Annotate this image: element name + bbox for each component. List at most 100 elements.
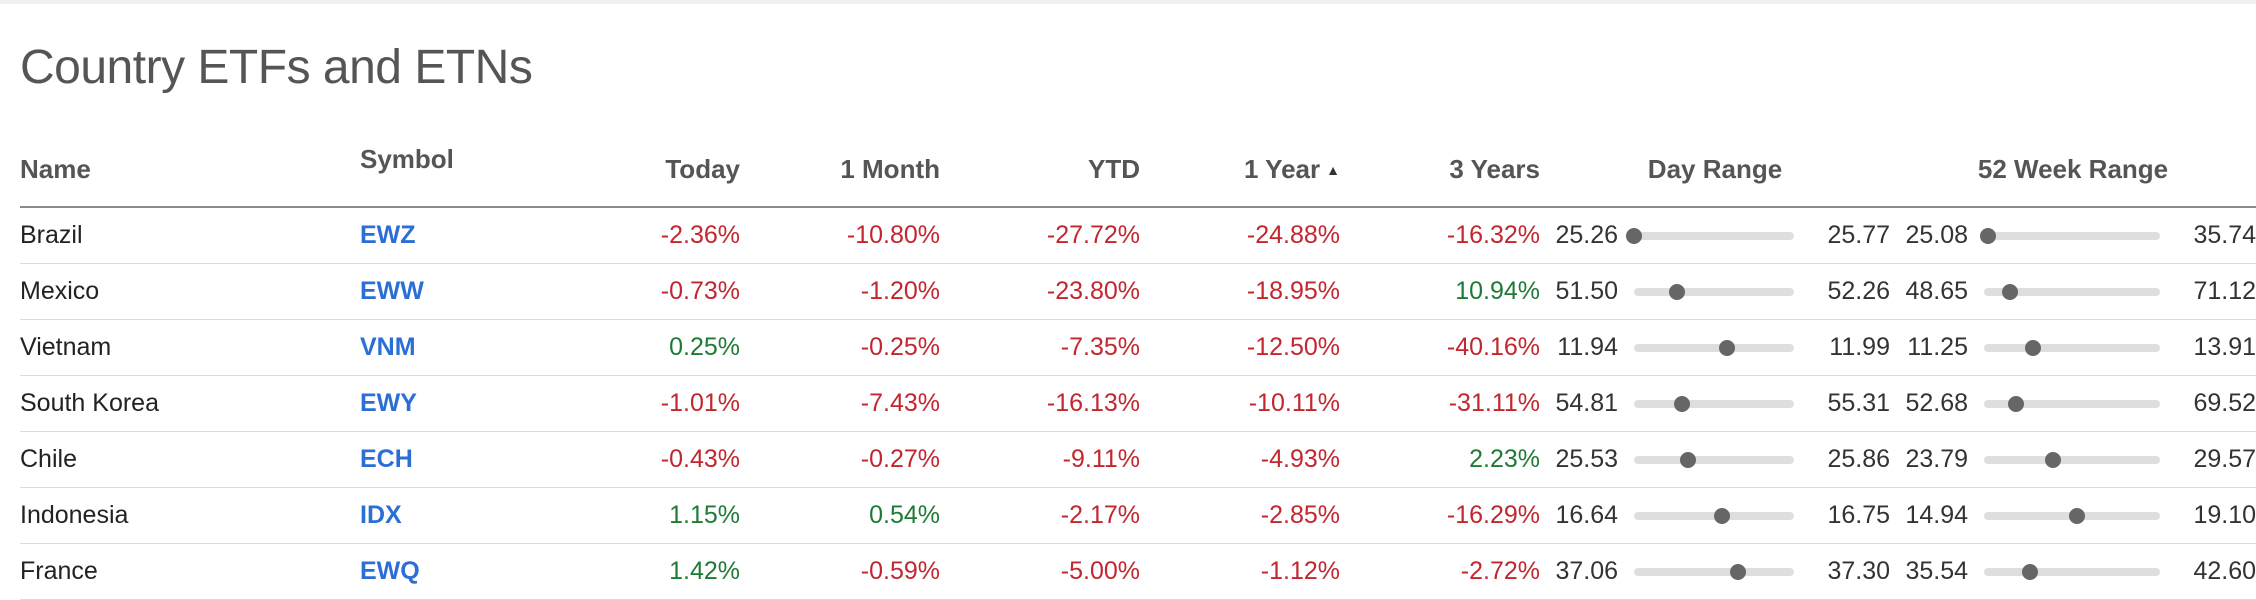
day-range-high: 52.26 [1827,277,1890,305]
table-header-row: Name Symbol Today 1 Month YTD 1 Year ▲ 3 … [20,132,2256,208]
day-range-marker [1714,507,1730,524]
week52-range-marker [2007,395,2024,412]
column-header-today[interactable]: Today [490,132,740,208]
symbol-link[interactable]: EWQ [360,557,420,585]
symbol-link[interactable]: ECH [360,445,413,473]
year-change: -1.12% [1140,543,1340,600]
week52-range-marker [1979,227,1996,244]
month-change: 0.54% [740,487,940,544]
week52-range-low: 52.68 [1905,389,1968,417]
table-row[interactable]: Brazil EWZ -2.36% -10.80% -27.72% -24.88% -16.… [20,207,2256,264]
day-range-marker [1718,339,1735,356]
symbol-cell: VNM [360,319,490,376]
day-range-cell: 11.94 11.99 [1540,319,1890,376]
symbol-link[interactable]: EWZ [360,221,416,249]
year-change: -10.11% [1140,375,1340,432]
day-range-cell: 54.81 55.31 [1540,375,1890,432]
table-row[interactable]: Chile ECH -0.43% -0.27% -9.11% -4.93% 2.23% 25.… [20,431,2256,488]
day-range-high: 25.77 [1827,221,1890,249]
symbol-cell: EWZ [360,207,490,264]
column-header-name[interactable]: Name [20,132,360,208]
sort-ascending-icon: ▲ [1326,161,1340,178]
year-change: -4.93% [1140,431,1340,488]
column-header-52-week-range[interactable]: 52 Week Range [1890,132,2256,208]
symbol-cell: EWQ [360,543,490,600]
ytd-change: -23.80% [940,263,1140,320]
table-row[interactable]: France EWQ 1.42% -0.59% -5.00% -1.12% -2.72% 37… [20,543,2256,600]
symbol-cell: IDX [360,487,490,544]
week52-range-cell: 23.79 29.57 [1890,431,2256,488]
week52-range-cell: 11.25 13.91 [1890,319,2256,376]
column-header-ytd[interactable]: YTD [940,132,1140,208]
country-name: Brazil [20,207,360,264]
week52-range-cell: 35.54 42.60 [1890,543,2256,600]
table-row[interactable]: Mexico EWW -0.73% -1.20% -23.80% -18.95% 10.94… [20,263,2256,320]
symbol-link[interactable]: EWW [360,277,424,305]
week52-range-marker [2044,451,2061,468]
day-range-low: 54.81 [1555,389,1618,417]
today-change: 0.25% [490,319,740,376]
week52-range-low: 25.08 [1905,221,1968,249]
week52-range-marker [2002,283,2019,300]
table-row[interactable]: Vietnam VNM 0.25% -0.25% -7.35% -12.50% -40.16… [20,319,2256,376]
symbol-cell: EWY [360,375,490,432]
week52-range-track [1984,507,2160,524]
week52-range-cell: 14.94 19.10 [1890,487,2256,544]
week52-range-low: 14.94 [1905,501,1968,529]
day-range-high: 37.30 [1827,557,1890,585]
today-change: -2.36% [490,207,740,264]
year-change: -18.95% [1140,263,1340,320]
day-range-cell: 25.53 25.86 [1540,431,1890,488]
day-range-marker [1730,563,1746,580]
month-change: -10.80% [740,207,940,264]
symbol-link[interactable]: IDX [360,501,402,529]
day-range-low: 11.94 [1557,333,1618,361]
ytd-change: -9.11% [940,431,1140,488]
day-range-low: 37.06 [1555,557,1618,585]
column-header-3-years[interactable]: 3 Years [1340,132,1540,208]
page-title: Country ETFs and ETNs [20,41,533,94]
day-range-track [1634,283,1794,300]
today-change: 1.15% [490,487,740,544]
day-range-high: 16.75 [1827,501,1890,529]
day-range-marker [1680,451,1697,468]
day-range-high: 55.31 [1827,389,1890,417]
table-row[interactable]: South Korea EWY -1.01% -7.43% -16.13% -10.11%… [20,375,2256,432]
week52-range-low: 48.65 [1905,277,1968,305]
table-row[interactable]: Indonesia IDX 1.15% 0.54% -2.17% -2.85% -16.29… [20,487,2256,544]
week52-range-high: 13.91 [2193,333,2256,361]
week52-range-marker [2025,339,2042,356]
day-range-cell: 16.64 16.75 [1540,487,1890,544]
day-range-cell: 51.50 52.26 [1540,263,1890,320]
symbol-link[interactable]: VNM [360,333,416,361]
week52-range-high: 29.57 [2193,445,2256,473]
week52-range-track [1984,283,2160,300]
week52-range-track [1979,227,2160,244]
column-header-day-range[interactable]: Day Range [1540,132,1890,208]
ytd-change: -16.13% [940,375,1140,432]
week52-range-marker [2021,563,2038,580]
today-change: 1.42% [490,543,740,600]
day-range-track [1634,395,1794,412]
week52-range-track [1984,395,2160,412]
country-name: Indonesia [20,487,360,544]
today-change: -0.43% [490,431,740,488]
day-range-track [1634,507,1794,524]
column-header-1-month[interactable]: 1 Month [740,132,940,208]
three-year-change: -31.11% [1340,375,1540,432]
day-range-high: 25.86 [1827,445,1890,473]
day-range-cell: 37.06 37.30 [1540,543,1890,600]
week52-range-high: 71.12 [2193,277,2256,305]
column-header-symbol[interactable]: Symbol [360,132,490,208]
day-range-track [1634,451,1794,468]
country-name: Chile [20,431,360,488]
week52-range-track [1984,451,2160,468]
symbol-link[interactable]: EWY [360,389,417,417]
day-range-track [1626,227,1794,244]
column-header-1-year[interactable]: 1 Year ▲ [1140,132,1340,208]
month-change: -0.27% [740,431,940,488]
week52-range-marker [2069,507,2086,524]
day-range-marker [1674,395,1690,412]
year-change: -2.85% [1140,487,1340,544]
week52-range-high: 69.52 [2193,389,2256,417]
